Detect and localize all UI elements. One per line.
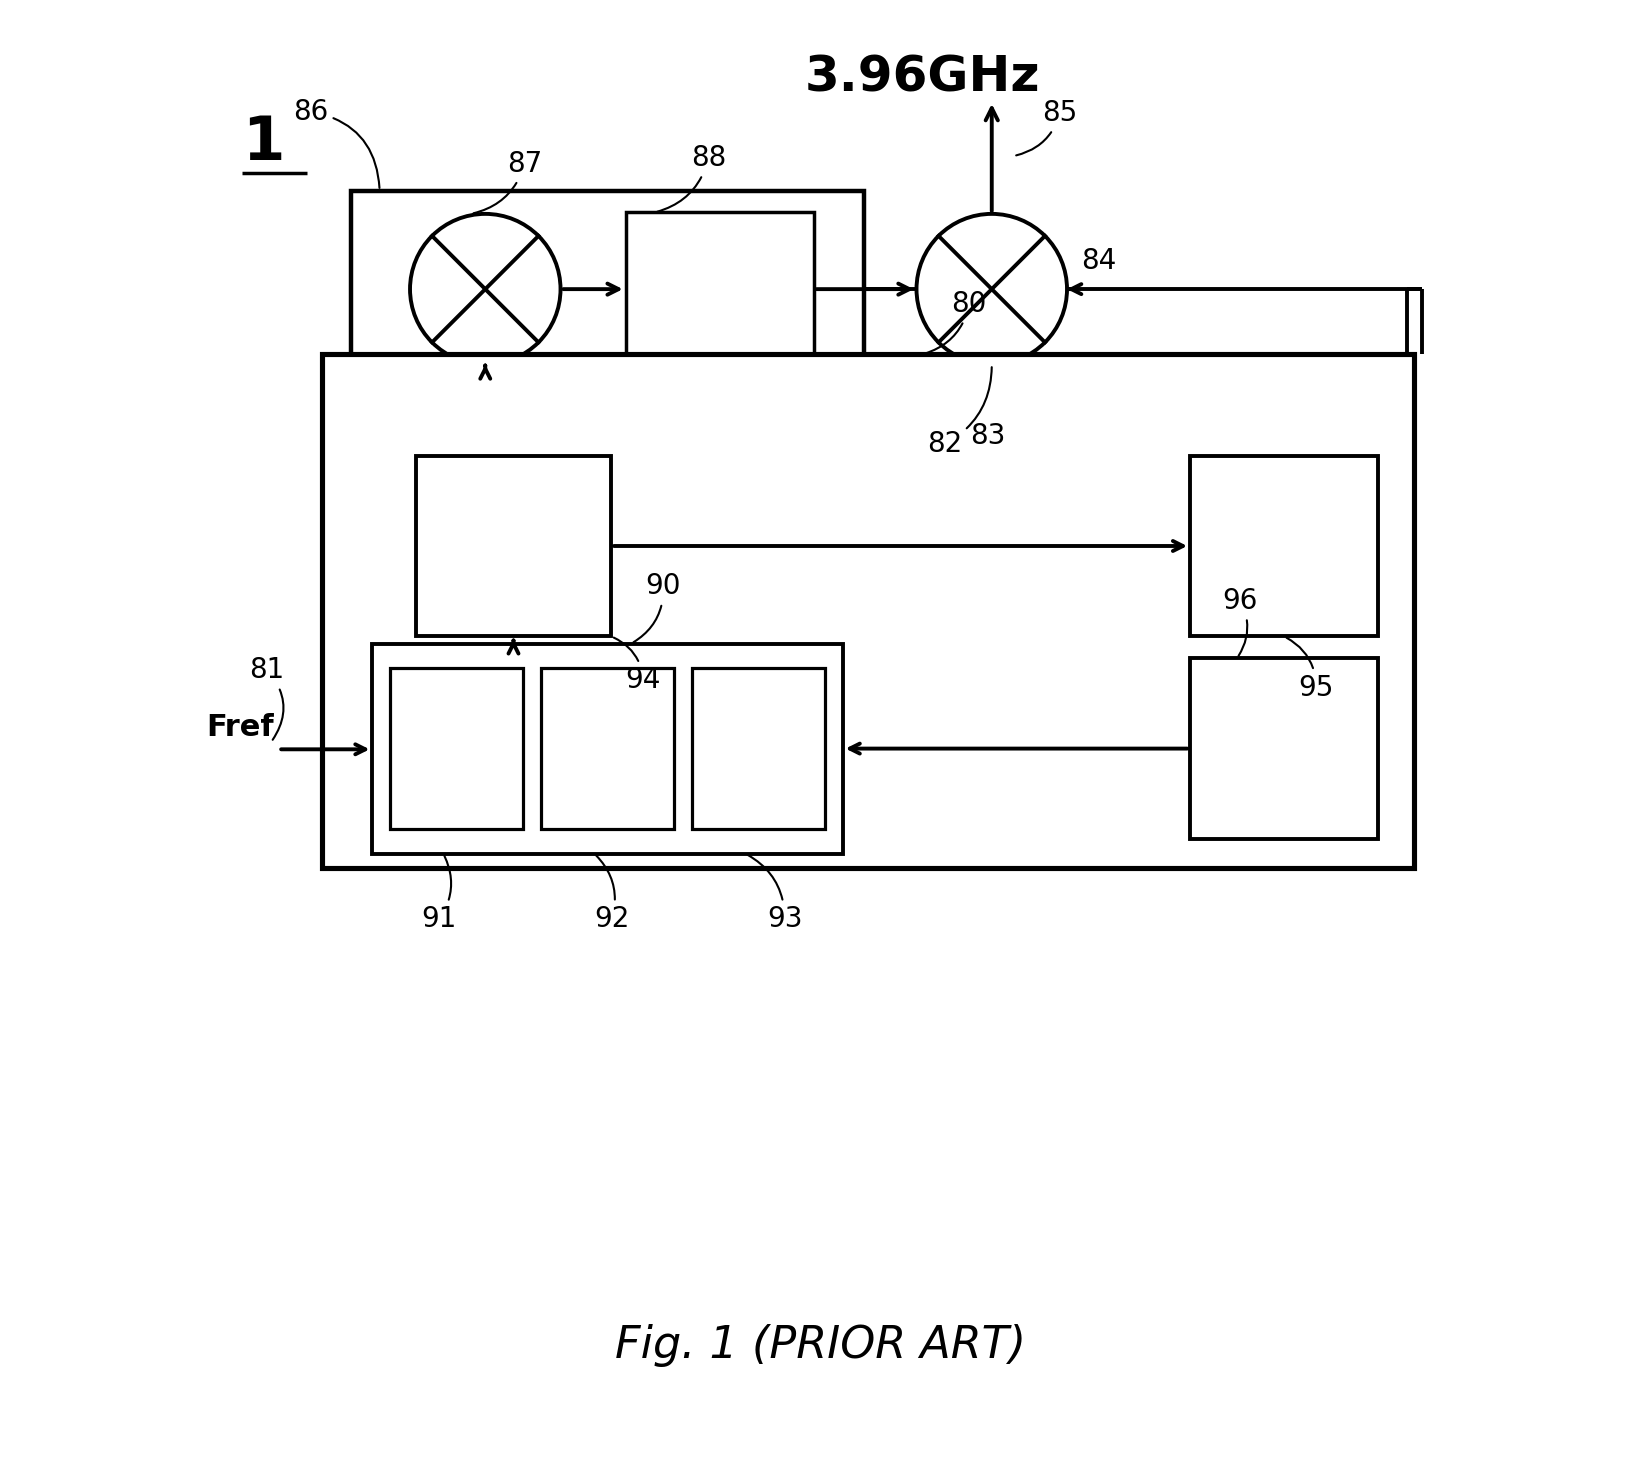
- Text: 96: 96: [1223, 587, 1258, 656]
- Bar: [373, 644, 842, 853]
- Text: 93: 93: [747, 855, 803, 934]
- Text: 91: 91: [422, 856, 456, 934]
- Text: Fref: Fref: [205, 713, 274, 742]
- Text: 86: 86: [292, 98, 379, 188]
- Text: 85: 85: [1016, 99, 1077, 155]
- Text: 80: 80: [926, 291, 987, 354]
- Text: 84: 84: [1082, 247, 1117, 275]
- Text: 88: 88: [657, 145, 726, 212]
- Bar: [351, 191, 864, 386]
- Text: Fig. 1 (PRIOR ART): Fig. 1 (PRIOR ART): [616, 1324, 1026, 1367]
- Bar: [540, 668, 675, 828]
- Bar: [322, 354, 1414, 868]
- Circle shape: [916, 213, 1067, 364]
- Bar: [389, 668, 524, 828]
- Text: 81: 81: [250, 656, 284, 739]
- Text: 92: 92: [594, 856, 629, 934]
- Bar: [1190, 456, 1378, 637]
- Circle shape: [410, 213, 560, 364]
- Bar: [691, 668, 826, 828]
- Text: 1: 1: [241, 114, 284, 174]
- Text: 3.96GHz: 3.96GHz: [805, 53, 1039, 101]
- Bar: [415, 456, 611, 637]
- Text: 83: 83: [970, 422, 1005, 450]
- Text: 94: 94: [614, 637, 662, 694]
- Text: 95: 95: [1287, 638, 1333, 701]
- Text: 87: 87: [473, 149, 542, 213]
- Bar: [1190, 657, 1378, 839]
- Bar: [626, 212, 814, 364]
- Text: 82: 82: [926, 367, 992, 459]
- Text: 90: 90: [634, 573, 681, 643]
